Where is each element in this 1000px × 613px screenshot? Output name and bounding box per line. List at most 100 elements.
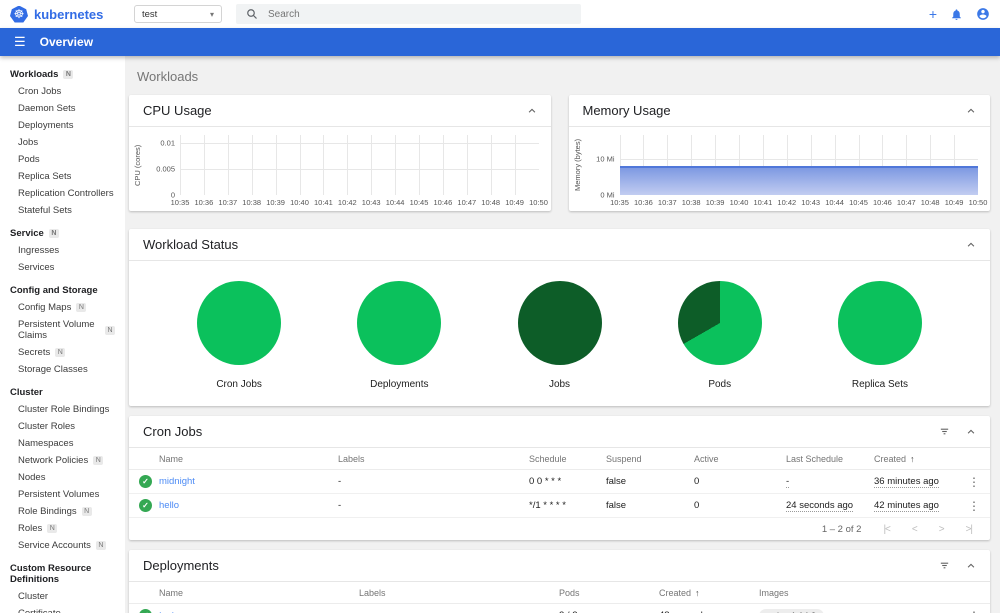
sidebar-item[interactable]: Cluster	[10, 387, 43, 398]
collapse-button[interactable]	[527, 106, 537, 116]
sidebar-item[interactable]: Ingresses	[18, 245, 60, 256]
namespaced-badge: N	[55, 348, 66, 357]
row-menu-icon[interactable]: ⋮	[968, 498, 980, 513]
sidebar-item[interactable]: Services	[18, 262, 55, 273]
search-bar[interactable]	[236, 4, 581, 24]
pie-chart	[197, 281, 282, 365]
pie-label: Pods	[708, 379, 732, 390]
user-menu-button[interactable]	[976, 7, 990, 21]
collapse-button[interactable]	[966, 561, 976, 571]
created-cell[interactable]: 48 seconds ago	[659, 610, 726, 613]
cronjob-name-link[interactable]: hello	[159, 500, 180, 511]
prev-page-button[interactable]: <	[911, 523, 918, 535]
chevron-up-icon	[967, 429, 975, 434]
next-page-button[interactable]: >	[938, 523, 945, 535]
column-header[interactable]: Created ↑	[874, 453, 915, 464]
last-schedule-cell[interactable]: -	[786, 475, 790, 488]
workload-status-card: Workload Status Cron Jobs Deployments	[129, 229, 990, 406]
cpu-y-axis-label: CPU (cores)	[133, 144, 142, 186]
search-icon	[247, 9, 257, 19]
cron-jobs-title: Cron Jobs	[143, 424, 203, 439]
sidebar-item[interactable]: Secrets N	[0, 344, 125, 361]
sidebar-item[interactable]: Jobs	[18, 137, 39, 148]
menu-icon[interactable]: ☰	[14, 34, 26, 49]
column-header[interactable]: Name	[159, 453, 184, 464]
collapse-button[interactable]	[966, 240, 976, 250]
account-icon	[977, 8, 989, 20]
sidebar-item[interactable]: Roles N	[0, 520, 125, 537]
column-header[interactable]: Schedule	[529, 453, 567, 464]
memory-y-axis-label: Memory (bytes)	[572, 138, 582, 192]
namespaced-badge: N	[63, 70, 74, 79]
sidebar-item[interactable]: Cluster	[18, 591, 49, 602]
sidebar-item[interactable]: Service Accounts N	[0, 537, 125, 554]
pie-label: Replica Sets	[851, 379, 908, 390]
image-chip: nginx:1.14.2	[759, 608, 825, 613]
sidebar-item[interactable]: Persistent Volumes	[18, 489, 100, 500]
create-resource-button[interactable]: +	[929, 7, 937, 21]
sidebar-item[interactable]: Service N	[0, 224, 125, 242]
suspend-cell: false	[606, 500, 627, 511]
created-cell[interactable]: 42 minutes ago	[874, 499, 939, 512]
namespaced-badge: N	[104, 325, 115, 335]
sidebar-item[interactable]: Config Maps N	[0, 299, 125, 316]
active-cell: 0	[694, 476, 700, 487]
last-schedule-cell[interactable]: 24 seconds ago	[786, 499, 854, 512]
collapse-button[interactable]	[966, 427, 976, 437]
column-header[interactable]: Name	[159, 587, 184, 598]
sidebar-item[interactable]: Config and Storage	[10, 285, 98, 296]
chevron-up-icon	[967, 108, 975, 113]
column-header[interactable]: Created ↑	[659, 587, 700, 598]
namespace-select[interactable]: test ▾	[134, 5, 222, 23]
row-menu-icon[interactable]: ⋮	[968, 474, 980, 489]
column-header[interactable]: Suspend	[606, 453, 642, 464]
pie-label: Deployments	[370, 379, 429, 390]
deployments-card: Deployments Name	[129, 550, 990, 613]
sidebar-item[interactable]: Network Policies N	[0, 452, 125, 469]
filter-button[interactable]	[939, 426, 950, 437]
namespaced-badge: N	[48, 229, 59, 238]
sidebar-item[interactable]: Daemon Sets	[18, 103, 76, 114]
sidebar-item[interactable]: Cron Jobs	[18, 86, 62, 97]
filter-button[interactable]	[939, 560, 950, 571]
kubernetes-logo[interactable]: ☸ kubernetes	[10, 5, 120, 23]
sidebar-item[interactable]: Custom Resource Definitions	[10, 563, 92, 585]
sidebar-item[interactable]: Stateful Sets	[18, 205, 72, 216]
deployment-name-link[interactable]: test	[159, 610, 359, 613]
notifications-button[interactable]	[950, 8, 963, 21]
sidebar: Workloads N Cron Jobs Daemon Sets Deploy…	[0, 56, 125, 613]
sidebar-item[interactable]: Replication Controllers	[18, 188, 114, 199]
column-header[interactable]: Pods	[559, 587, 580, 598]
sidebar-item[interactable]: Workloads N	[0, 65, 125, 83]
column-header[interactable]: Labels	[359, 587, 386, 598]
first-page-button[interactable]: |<	[883, 523, 891, 535]
sidebar-item[interactable]: Cluster Role Bindings	[18, 404, 110, 415]
sidebar-item[interactable]: Deployments	[18, 120, 74, 131]
sidebar-item[interactable]: Namespaces	[18, 438, 74, 449]
filter-icon	[940, 428, 949, 435]
column-header[interactable]: Labels	[338, 453, 365, 464]
cpu-x-ticks: 10:35 10:36 10:37 10:38 10:39 10:40 10:41 10:42…	[170, 198, 548, 207]
sidebar-item[interactable]: Role Bindings N	[0, 503, 125, 520]
search-input[interactable]	[268, 8, 528, 20]
created-cell[interactable]: 36 minutes ago	[874, 475, 939, 488]
status-ok-icon: ✓	[139, 475, 152, 488]
kubernetes-wheel-icon: ☸	[10, 5, 28, 23]
pagination: 1 – 2 of 2 |< < > >|	[129, 518, 990, 540]
sidebar-item[interactable]: Nodes	[18, 472, 46, 483]
collapse-button[interactable]	[966, 106, 976, 116]
column-header[interactable]: Active	[694, 453, 719, 464]
column-header[interactable]: Last Schedule	[786, 453, 844, 464]
cpu-plot-area	[180, 135, 539, 195]
sidebar-item[interactable]: Cluster Roles	[18, 421, 76, 432]
sidebar-item[interactable]: Storage Classes	[18, 364, 88, 375]
last-page-button[interactable]: >|	[965, 523, 974, 535]
sidebar-item[interactable]: Certificate	[0, 605, 125, 613]
row-menu-icon[interactable]: ⋮	[958, 609, 990, 613]
sidebar-item[interactable]: Replica Sets	[18, 171, 72, 182]
column-header[interactable]: Images	[759, 587, 789, 598]
sidebar-item[interactable]: Pods	[18, 154, 40, 165]
cronjob-name-link[interactable]: midnight	[159, 476, 195, 487]
sidebar-item[interactable]: Persistent Volume Claims N	[0, 316, 125, 344]
chevron-up-icon	[967, 563, 975, 568]
